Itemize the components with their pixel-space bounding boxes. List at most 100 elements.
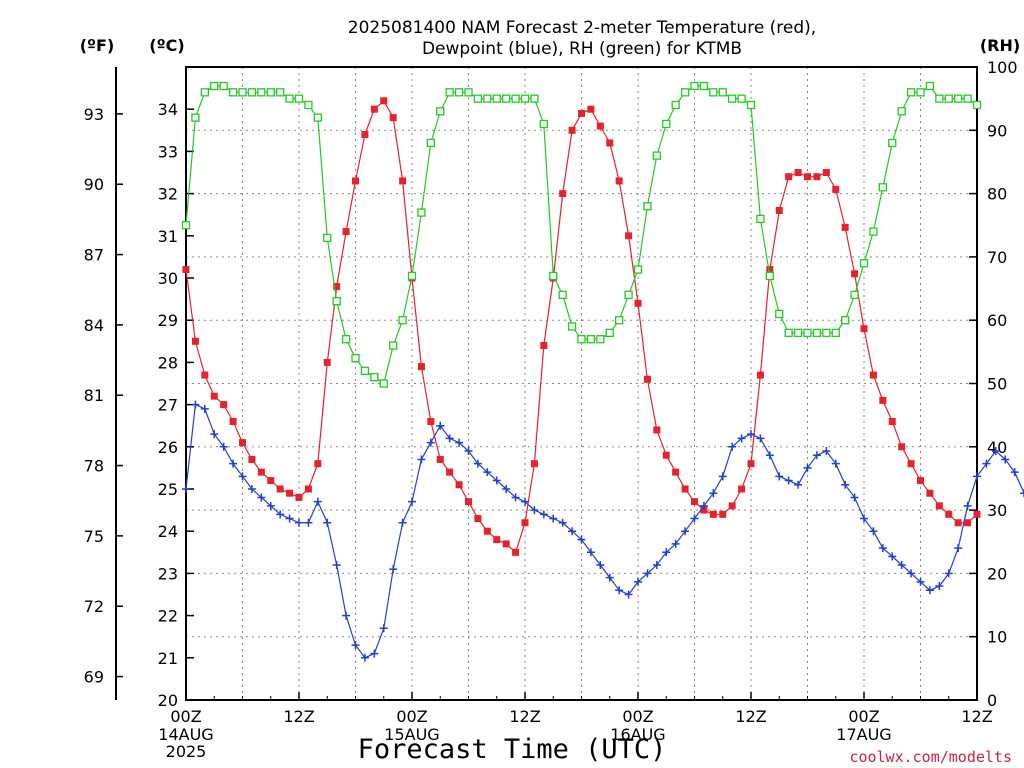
dewpoint-point	[596, 560, 605, 569]
dewpoint-point	[671, 539, 680, 548]
dewpoint-point	[747, 430, 755, 439]
rh-series	[181, 81, 982, 388]
dewpoint-point	[436, 421, 445, 430]
dewpoint-point	[869, 527, 878, 536]
dewpoint-point	[652, 560, 661, 569]
rh-point	[897, 107, 906, 116]
rh-point	[294, 94, 304, 103]
temperature-point	[917, 477, 924, 485]
rh-point	[671, 100, 680, 110]
rh-point	[417, 208, 426, 217]
rh-point	[436, 107, 445, 116]
fahrenheit-tick-label: 78	[84, 457, 104, 476]
temperature-point	[540, 342, 548, 350]
dewpoint-point	[539, 510, 548, 519]
rh-point	[549, 271, 558, 281]
rh-point	[812, 328, 822, 338]
temperature-point	[775, 206, 783, 214]
x-tick-label: 00Z	[848, 707, 879, 726]
rh-point	[285, 94, 294, 103]
temperature-point	[766, 266, 774, 274]
dewpoint-point	[549, 514, 558, 523]
x-tick-sublabel: 14AUG	[158, 725, 213, 744]
temperature-point	[898, 443, 906, 451]
temperature-point	[455, 481, 463, 489]
rh-tick-label: 40	[987, 438, 1007, 457]
dewpoint-point	[511, 493, 520, 502]
dewpoint-point	[200, 404, 209, 413]
temperature-point	[738, 485, 746, 493]
temperature-point	[361, 131, 369, 139]
rh-point	[746, 100, 756, 110]
dewpoint-point	[342, 611, 351, 620]
fahrenheit-tick-label: 69	[84, 668, 104, 687]
chart-title: 2025081400 NAM Forecast 2-meter Temperat…	[348, 18, 816, 38]
temperature-point	[822, 169, 830, 176]
rh-point	[323, 233, 332, 243]
temperature-point	[700, 506, 708, 514]
celsius-tick-label: 32	[158, 185, 178, 204]
temperature-point	[380, 97, 388, 105]
rh-point	[699, 81, 709, 91]
celsius-tick-label: 21	[158, 649, 178, 668]
celsius-tick-label: 25	[158, 480, 178, 499]
rh-point	[558, 290, 567, 300]
rh-tick-label: 0	[987, 691, 997, 710]
rh-point	[257, 88, 266, 97]
temperature-point	[210, 392, 218, 400]
fahrenheit-tick-label: 87	[84, 246, 104, 265]
rh-point	[266, 88, 275, 97]
dewpoint-point	[304, 518, 313, 527]
celsius-tick-label: 31	[158, 227, 178, 246]
temperature-point	[267, 477, 275, 485]
dewpoint-point	[229, 459, 238, 468]
rh-point	[615, 316, 624, 325]
dewpoint-point	[426, 438, 435, 447]
rh-tick-label: 70	[987, 248, 1007, 267]
temperature-point	[935, 502, 943, 510]
rh-point	[276, 88, 285, 97]
dewpoint-point	[765, 451, 774, 460]
dewpoint-point	[530, 506, 539, 515]
temperature-point	[747, 460, 755, 468]
rh-point	[888, 138, 897, 148]
source-credit: coolwx.com/modelts	[849, 748, 1012, 766]
dewpoint-point	[634, 577, 642, 586]
dewpoint-point	[794, 480, 803, 489]
chart-subtitle: Dewpoint (blue), RH (green) for KTMB	[422, 39, 742, 59]
x-tick-label: 00Z	[622, 707, 653, 726]
rh-point	[972, 100, 982, 110]
rh-point	[624, 290, 633, 300]
rh-tick-label: 90	[987, 121, 1007, 140]
dewpoint-point	[982, 459, 991, 468]
rh-point	[850, 290, 859, 300]
temperature-point	[869, 371, 877, 379]
dewpoint-point	[473, 459, 482, 468]
temperature-point	[474, 515, 482, 523]
dewpoint-point	[586, 548, 595, 557]
rh-point	[596, 335, 605, 344]
celsius-tick-label: 23	[158, 564, 178, 583]
temperature-point	[841, 223, 849, 231]
dewpoint-point	[737, 434, 746, 443]
rh-point	[511, 94, 520, 103]
temperature-point	[417, 363, 425, 371]
rh-point	[690, 81, 699, 91]
temperature-point	[502, 540, 510, 548]
celsius-tick-label: 34	[158, 100, 178, 119]
temperature-point	[248, 455, 256, 463]
rh-tick-label: 80	[987, 185, 1007, 204]
rh-point	[841, 316, 850, 325]
rh-point	[662, 119, 671, 129]
rh-point	[454, 88, 464, 97]
temperature-point	[813, 173, 821, 181]
rh-point	[530, 94, 539, 103]
rh-point	[577, 335, 586, 344]
temperature-point	[964, 519, 972, 527]
dewpoint-point	[822, 447, 831, 456]
dewpoint-point	[605, 573, 614, 582]
x-tick-label: 12Z	[961, 707, 992, 726]
temperature-point	[370, 105, 378, 113]
temperature-point	[662, 451, 670, 459]
